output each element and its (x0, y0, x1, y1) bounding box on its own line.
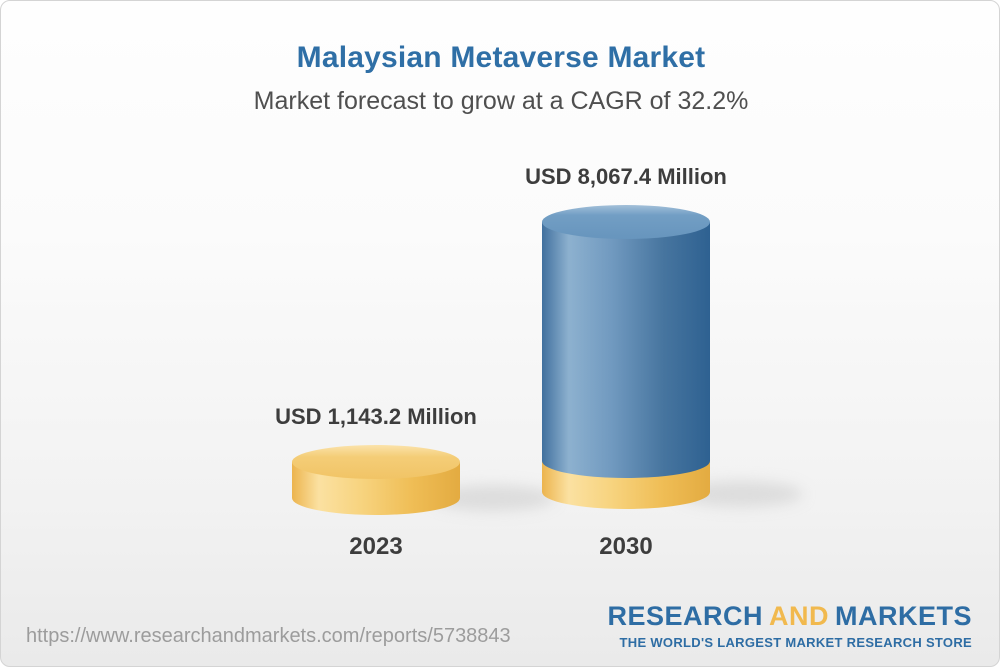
data-label-2023: USD 1,143.2 Million (275, 404, 477, 429)
bar-2023-shadow (431, 485, 555, 511)
logo-word-research: RESEARCH (607, 601, 763, 631)
axis-label-2030: 2030 (599, 533, 653, 560)
logo-word-markets: MARKETS (835, 601, 972, 631)
bar-2023-cylinder (292, 445, 460, 515)
axis-label-2023: 2023 (349, 533, 403, 560)
bar-2030-side (542, 222, 710, 478)
bar-2030-cylinder (542, 205, 710, 509)
bar-2030-top (542, 205, 710, 239)
bar-2023-top (292, 445, 460, 479)
logo-wordmark: RESEARCH AND MARKETS (607, 601, 972, 632)
research-and-markets-logo: RESEARCH AND MARKETS THE WORLD'S LARGEST M… (607, 601, 972, 650)
page-title: Malaysian Metaverse Market (296, 41, 706, 74)
page-subtitle: Market forecast to grow at a CAGR of 32.… (253, 87, 749, 115)
logo-word-and: AND (769, 601, 829, 631)
data-label-2030: USD 8,067.4 Million (525, 164, 727, 189)
report-url: https://www.researchandmarkets.com/repor… (26, 625, 511, 647)
logo-tagline: THE WORLD'S LARGEST MARKET RESEARCH STOR… (619, 635, 972, 650)
